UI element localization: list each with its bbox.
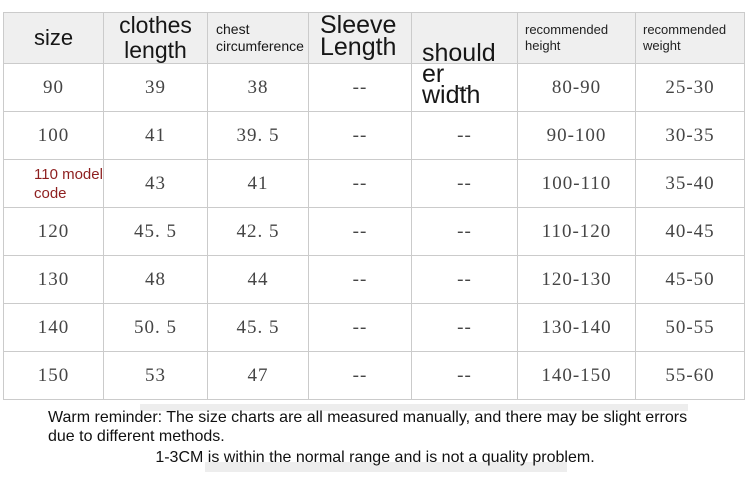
- cell-chest-circumference: 38: [207, 63, 309, 112]
- header-clothes-length: clothes length: [103, 12, 208, 64]
- cell-shoulder-width: --: [411, 351, 518, 400]
- cell-size: 120: [3, 207, 104, 256]
- cell-clothes-length: 43: [103, 159, 208, 208]
- cell-clothes-length: 41: [103, 111, 208, 160]
- table-row-size-110: 110 model code 43 41 -- -- 100-110 35-40: [3, 159, 745, 208]
- cell-recommended-weight: 35-40: [635, 159, 745, 208]
- header-recommended-weight: recommended weight: [635, 12, 745, 64]
- header-sleeve-length: Sleeve Length: [308, 12, 412, 64]
- header-size: size: [3, 12, 104, 64]
- cell-recommended-height: 90-100: [517, 111, 636, 160]
- cell-recommended-height: 100-110: [517, 159, 636, 208]
- cell-recommended-height: 140-150: [517, 351, 636, 400]
- cell-sleeve-length: --: [308, 255, 412, 304]
- tolerance-note-text: 1-3CM is within the normal range and is …: [155, 449, 595, 466]
- header-sleeve-length-label: Sleeve Length: [320, 11, 397, 61]
- cell-clothes-length: 45. 5: [103, 207, 208, 256]
- cell-recommended-weight: 50-55: [635, 303, 745, 352]
- cell-clothes-length: 39: [103, 63, 208, 112]
- cell-clothes-length: 48: [103, 255, 208, 304]
- cell-clothes-length: 50. 5: [103, 303, 208, 352]
- cell-recommended-height: 120-130: [517, 255, 636, 304]
- cell-size: 150: [3, 351, 104, 400]
- cell-recommended-weight: 55-60: [635, 351, 745, 400]
- table-row-size-90: 90 39 38 -- -- 80-90 25-30: [3, 63, 745, 112]
- cell-shoulder-width: --: [411, 255, 518, 304]
- table-row-size-150: 150 53 47 -- -- 140-150 55-60: [3, 351, 745, 400]
- model-code-text: 110 model code: [34, 165, 103, 202]
- cell-sleeve-length: --: [308, 351, 412, 400]
- cell-chest-circumference: 45. 5: [207, 303, 309, 352]
- cell-recommended-height: 80-90: [517, 63, 636, 112]
- cell-chest-circumference: 39. 5: [207, 111, 309, 160]
- cell-size: 100: [3, 111, 104, 160]
- cell-recommended-height: 130-140: [517, 303, 636, 352]
- table-body: 90 39 38 -- -- 80-90 25-30 100 41 39. 5 …: [3, 63, 745, 400]
- table-header: size clothes length chest circumference …: [3, 12, 745, 108]
- cell-shoulder-width: --: [411, 111, 518, 160]
- size-chart-table: size clothes length chest circumference …: [3, 12, 745, 400]
- cell-recommended-height: 110-120: [517, 207, 636, 256]
- cell-shoulder-width: --: [411, 303, 518, 352]
- cell-sleeve-length: --: [308, 111, 412, 160]
- cell-recommended-weight: 40-45: [635, 207, 745, 256]
- header-shoulder-width-label: should er width: [422, 39, 496, 109]
- cell-size-model-code: 110 model code: [3, 159, 104, 208]
- warm-reminder-text: Warm reminder: The size charts are all m…: [48, 409, 688, 445]
- cell-recommended-weight: 45-50: [635, 255, 745, 304]
- cell-shoulder-width: --: [411, 207, 518, 256]
- cell-sleeve-length: --: [308, 159, 412, 208]
- cell-recommended-weight: 25-30: [635, 63, 745, 112]
- cell-clothes-length: 53: [103, 351, 208, 400]
- cell-sleeve-length: --: [308, 303, 412, 352]
- header-chest-circumference: chest circumference: [207, 12, 309, 64]
- cell-shoulder-width: --: [411, 159, 518, 208]
- cell-sleeve-length: --: [308, 207, 412, 256]
- cell-size: 140: [3, 303, 104, 352]
- cell-chest-circumference: 42. 5: [207, 207, 309, 256]
- cell-shoulder-width: --: [411, 63, 518, 112]
- header-shoulder-width: should er width: [411, 12, 518, 108]
- cell-chest-circumference: 47: [207, 351, 309, 400]
- table-row-size-100: 100 41 39. 5 -- -- 90-100 30-35: [3, 111, 745, 160]
- cell-chest-circumference: 41: [207, 159, 309, 208]
- cell-sleeve-length: --: [308, 63, 412, 112]
- overlay-artifact: [205, 462, 567, 472]
- cell-chest-circumference: 44: [207, 255, 309, 304]
- table-row-size-120: 120 45. 5 42. 5 -- -- 110-120 40-45: [3, 207, 745, 256]
- header-recommended-height: recommended height: [517, 12, 636, 64]
- table-row-size-130: 130 48 44 -- -- 120-130 45-50: [3, 255, 745, 304]
- cell-recommended-weight: 30-35: [635, 111, 745, 160]
- overlay-artifact: [140, 404, 688, 411]
- cell-size: 90: [3, 63, 104, 112]
- cell-size: 130: [3, 255, 104, 304]
- header-row: size clothes length chest circumference …: [3, 12, 745, 108]
- table-row-size-140: 140 50. 5 45. 5 -- -- 130-140 50-55: [3, 303, 745, 352]
